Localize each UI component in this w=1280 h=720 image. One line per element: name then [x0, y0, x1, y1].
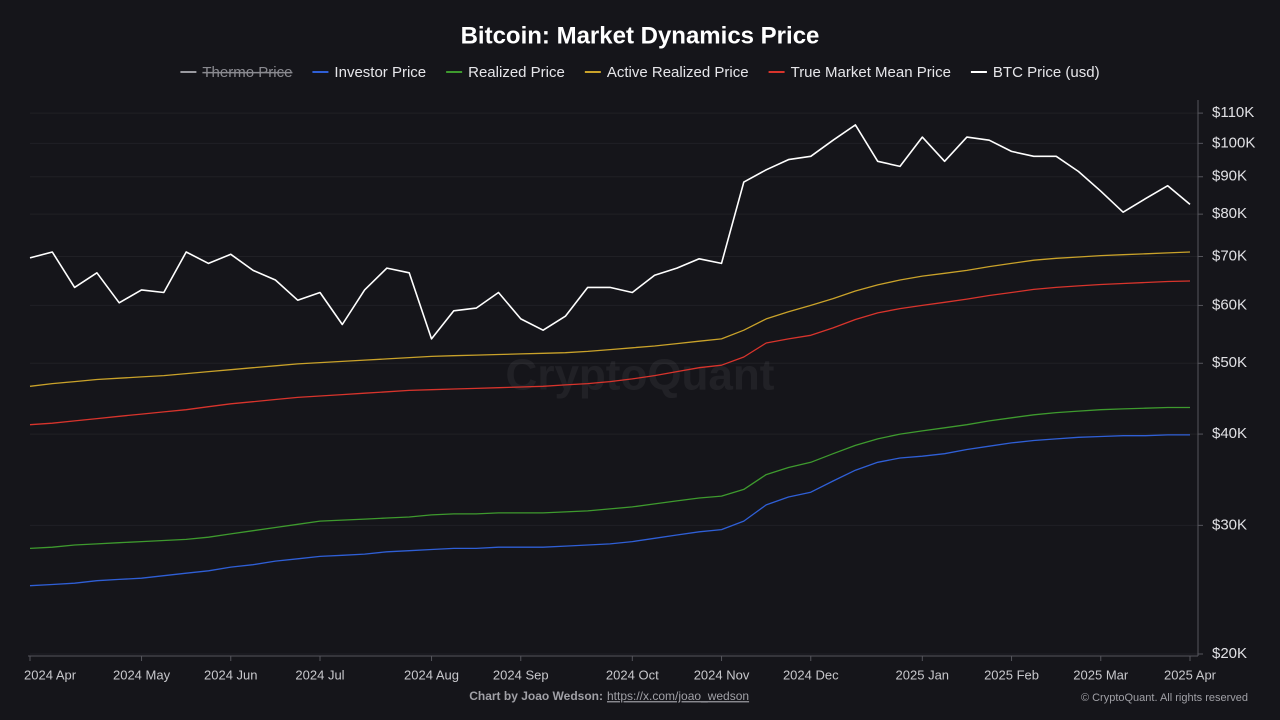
y-tick-label: $20K — [1212, 645, 1247, 662]
legend-item: True Market Mean Price — [768, 64, 951, 81]
series-line — [29, 280, 1191, 426]
x-tick-label: 2024 Dec — [783, 667, 839, 682]
y-tick-label: $90K — [1212, 168, 1247, 185]
y-tick-label: $70K — [1212, 247, 1247, 264]
y-tick-label: $100K — [1212, 134, 1255, 151]
watermark: CryptoQuant — [506, 351, 775, 400]
y-tick-label: $40K — [1212, 425, 1247, 442]
legend-item: Active Realized Price — [584, 64, 749, 81]
x-tick-label: 2025 Apr — [1164, 667, 1217, 682]
legend-label: Thermo Price — [202, 64, 292, 81]
x-tick-label: 2024 Jul — [295, 667, 344, 682]
legend: Thermo Price Investor Price Realized Price… — [180, 64, 1100, 81]
legend-item: Realized Price — [446, 64, 565, 81]
x-tick-label: 2025 Feb — [984, 667, 1039, 682]
x-tick-label: 2024 May — [113, 667, 171, 682]
chart-title: Bitcoin: Market Dynamics Price — [461, 22, 820, 49]
x-tick-label: 2024 Nov — [694, 667, 750, 682]
legend-label: BTC Price (usd) — [993, 64, 1100, 81]
x-tick-label: 2024 Apr — [24, 667, 77, 682]
legend-label: Active Realized Price — [607, 64, 749, 81]
series-line — [29, 251, 1191, 387]
legend-label: Investor Price — [334, 64, 426, 81]
x-tick-label: 2025 Jan — [896, 667, 950, 682]
footer-link[interactable]: https://x.com/joao_wedson — [607, 689, 749, 703]
y-tick-label: $30K — [1212, 516, 1247, 533]
x-tick-label: 2024 Sep — [493, 667, 549, 682]
series-line — [29, 434, 1190, 587]
y-tick-label: $50K — [1212, 354, 1247, 371]
footer-credit: Chart by Joao Wedson: — [469, 689, 603, 703]
series-line — [29, 406, 1190, 550]
y-tick-label: $80K — [1212, 205, 1247, 222]
x-tick-label: 2024 Jun — [204, 667, 258, 682]
copyright: © CryptoQuant. All rights reserved — [1081, 692, 1248, 704]
x-tick-label: 2024 Oct — [606, 667, 659, 682]
x-tick-label: 2024 Aug — [404, 667, 459, 682]
legend-item: Investor Price — [312, 64, 426, 81]
x-tick-label: 2025 Mar — [1073, 667, 1129, 682]
y-tick-label: $60K — [1212, 296, 1247, 313]
legend-item: Thermo Price — [180, 64, 292, 81]
y-tick-label: $110K — [1212, 104, 1254, 121]
legend-item: BTC Price (usd) — [970, 64, 1100, 81]
legend-label: Realized Price — [468, 64, 565, 81]
series-line — [29, 124, 1191, 340]
legend-label: True Market Mean Price — [791, 64, 951, 81]
